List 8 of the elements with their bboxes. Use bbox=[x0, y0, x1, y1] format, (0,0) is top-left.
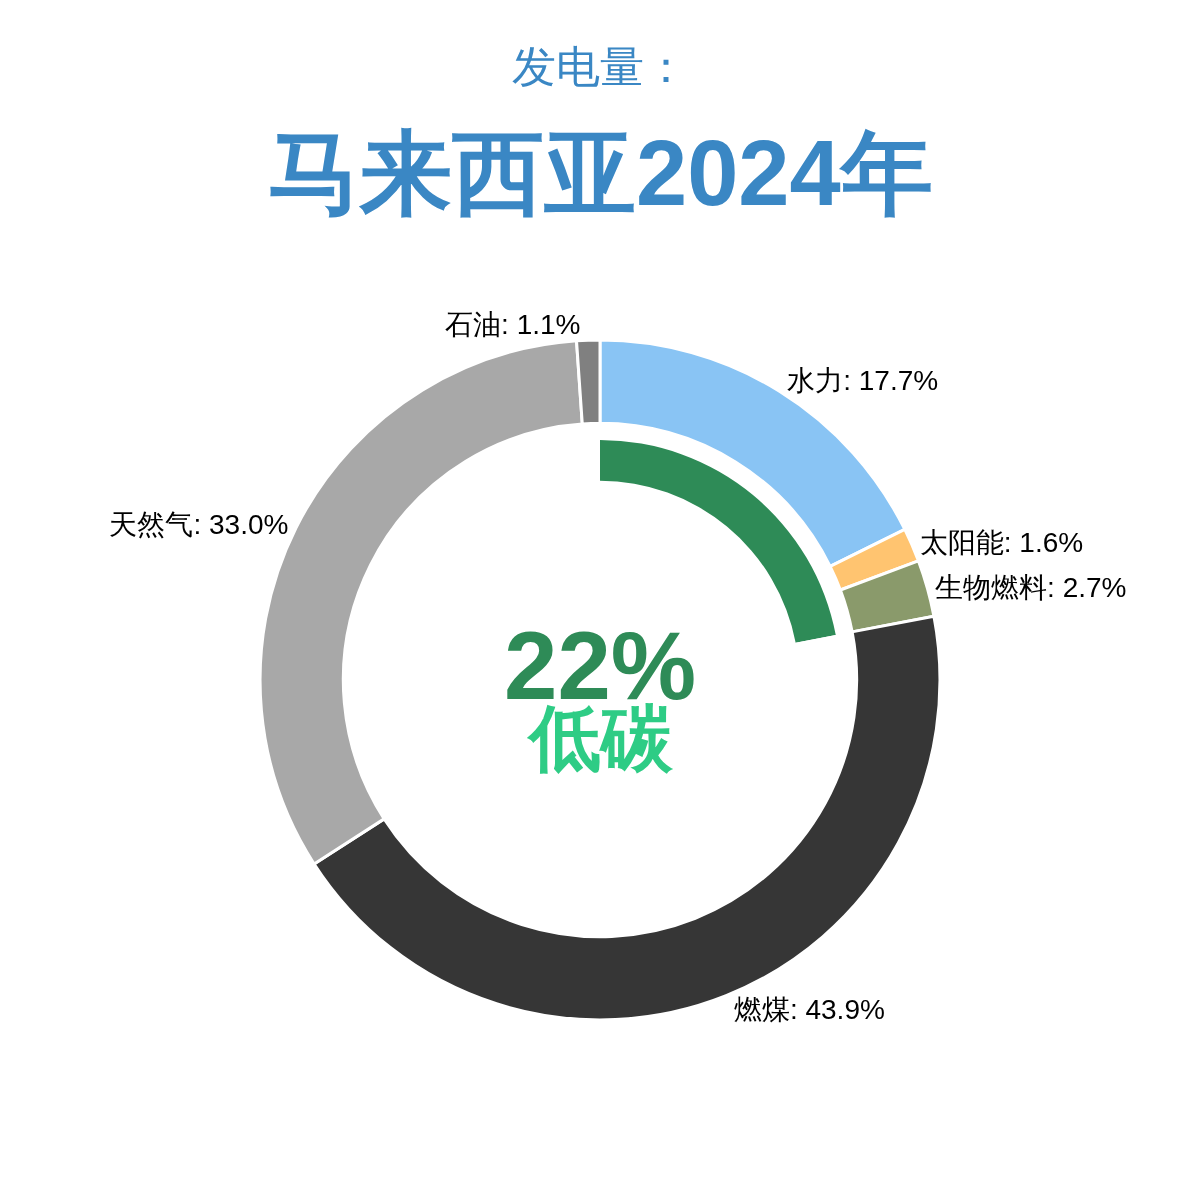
slice-label: 石油: 1.1% bbox=[445, 309, 581, 341]
slice-label: 水力: 17.7% bbox=[787, 364, 939, 396]
slice-label: 天然气: 33.0% bbox=[109, 508, 289, 540]
slice-label: 燃煤: 43.9% bbox=[733, 993, 885, 1025]
slice-label: 太阳能: 1.6% bbox=[919, 527, 1084, 559]
chart-title: 马来西亚2024年 bbox=[268, 122, 933, 224]
slice-label: 生物燃料: 2.7% bbox=[935, 571, 1127, 603]
chart-subtitle: 发电量： bbox=[512, 42, 688, 91]
